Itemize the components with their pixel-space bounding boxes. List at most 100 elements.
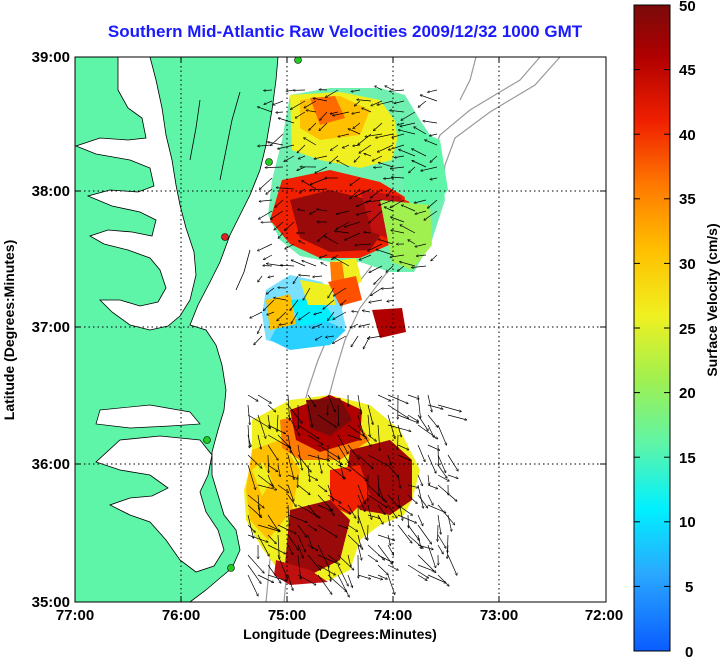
colorbar-tick-labels: 50 45 40 35 30 25 20 15 10 5 0	[679, 0, 696, 659]
velocity-arrow	[407, 484, 418, 488]
station-marker[interactable]	[203, 436, 211, 444]
velocity-arrow	[321, 263, 328, 267]
velocity-arrow	[408, 240, 416, 245]
velocity-arrow	[247, 534, 268, 542]
velocity-arrow	[275, 199, 284, 207]
velocity-arrow	[307, 554, 321, 570]
velocity-arrow	[327, 494, 341, 503]
velocity-arrow	[347, 444, 359, 459]
velocity-arrow	[387, 188, 394, 196]
velocity-arrow	[327, 464, 345, 479]
velocity-arrow	[447, 554, 457, 575]
velocity-arrow	[329, 155, 339, 164]
velocity-arrow	[369, 265, 383, 273]
velocity-arrow	[270, 210, 284, 219]
velocity-arrow	[392, 177, 405, 178]
velocity-arrow	[354, 100, 361, 106]
velocity-arrow	[357, 484, 365, 504]
colorbar-tick-label: 40	[679, 127, 696, 144]
velocity-arrow	[291, 311, 299, 324]
pamlico-sound	[95, 435, 225, 573]
velocity-arrow	[377, 484, 384, 501]
velocity-arrow	[250, 311, 263, 318]
velocity-arrow	[430, 155, 438, 162]
velocity-arrow	[267, 424, 286, 434]
velocity-arrow	[397, 444, 409, 450]
velocity-arrow	[437, 574, 449, 586]
velocity-arrow	[330, 111, 339, 114]
velocity-arrow	[247, 494, 264, 508]
velocity-arrow	[416, 255, 427, 256]
velocity-arrow	[359, 144, 372, 153]
velocity-arrow	[424, 210, 438, 220]
velocity-arrow	[353, 145, 361, 146]
velocity-arrow	[400, 225, 416, 234]
velocity-arrow	[397, 514, 417, 523]
velocity-arrow	[428, 474, 429, 485]
velocity-arrow	[317, 454, 322, 473]
velocity-arrow	[412, 149, 427, 157]
velocity-arrow	[397, 414, 418, 423]
velocity-arrow	[268, 276, 275, 277]
velocity-arrow	[297, 424, 319, 439]
velocity-arrow	[371, 287, 383, 296]
colorbar-tick-label: 30	[679, 256, 696, 273]
velocity-arrow	[257, 534, 269, 556]
velocity-arrow	[302, 181, 317, 190]
velocity-arrow	[258, 145, 273, 146]
velocity-arrow	[348, 129, 361, 135]
velocity-arrow	[304, 100, 317, 108]
velocity-arrow	[314, 155, 328, 159]
velocity-arrow	[399, 149, 416, 157]
velocity-arrow	[347, 424, 367, 438]
velocity-arrow	[368, 524, 369, 540]
velocity-arrow	[337, 464, 351, 471]
velocity-arrow	[437, 454, 446, 473]
velocity-arrow	[367, 404, 373, 425]
velocity-arrow	[326, 89, 339, 97]
velocity-arrow	[327, 564, 331, 581]
colorbar-tick-label: 5	[685, 579, 693, 596]
station-marker[interactable]	[294, 57, 302, 64]
velocity-arrow	[437, 464, 447, 478]
velocity-arrow	[313, 276, 323, 277]
velocity-arrow	[427, 484, 438, 489]
velocity-arrow	[377, 424, 380, 451]
velocity-arrow	[352, 111, 361, 114]
velocity-arrow	[337, 524, 348, 528]
velocity-arrow	[327, 394, 335, 412]
velocity-arrow	[390, 254, 405, 257]
colorbar-label: Surface Velocity (cm/s)	[704, 223, 720, 376]
station-marker-alert[interactable]	[221, 233, 229, 241]
velocity-arrow	[299, 275, 311, 276]
velocity-arrow	[374, 167, 383, 168]
velocity-arrow	[247, 464, 256, 490]
velocity-arrow	[414, 199, 427, 203]
velocity-arrow	[409, 166, 416, 173]
station-marker[interactable]	[265, 158, 273, 166]
velocity-arrow	[287, 394, 290, 420]
velocity-arrow	[351, 89, 361, 92]
velocity-arrow	[357, 514, 366, 539]
velocity-arrow	[333, 111, 350, 116]
velocity-arrow	[365, 199, 383, 202]
velocity-arrow	[303, 287, 311, 300]
velocity-arrow	[276, 112, 284, 113]
y-tick-label: 39:00	[32, 49, 70, 66]
station-marker[interactable]	[227, 564, 235, 572]
velocity-arrow	[347, 554, 351, 567]
velocity-arrow	[417, 444, 425, 462]
velocity-arrow	[407, 564, 429, 578]
x-tick-label: 76:00	[162, 607, 200, 624]
velocity-arrow	[378, 163, 394, 168]
velocity-arrow	[317, 574, 332, 594]
velocity-arrow	[417, 514, 423, 526]
velocity-arrow	[277, 414, 278, 432]
velocity-arrow	[258, 243, 273, 251]
coastline-detail	[189, 91, 251, 291]
velocity-vectors	[247, 86, 467, 597]
x-tick-label: 72:00	[585, 607, 623, 624]
velocity-arrow	[327, 484, 334, 501]
velocity-arrow	[376, 249, 394, 256]
velocity-arrow	[417, 574, 427, 580]
